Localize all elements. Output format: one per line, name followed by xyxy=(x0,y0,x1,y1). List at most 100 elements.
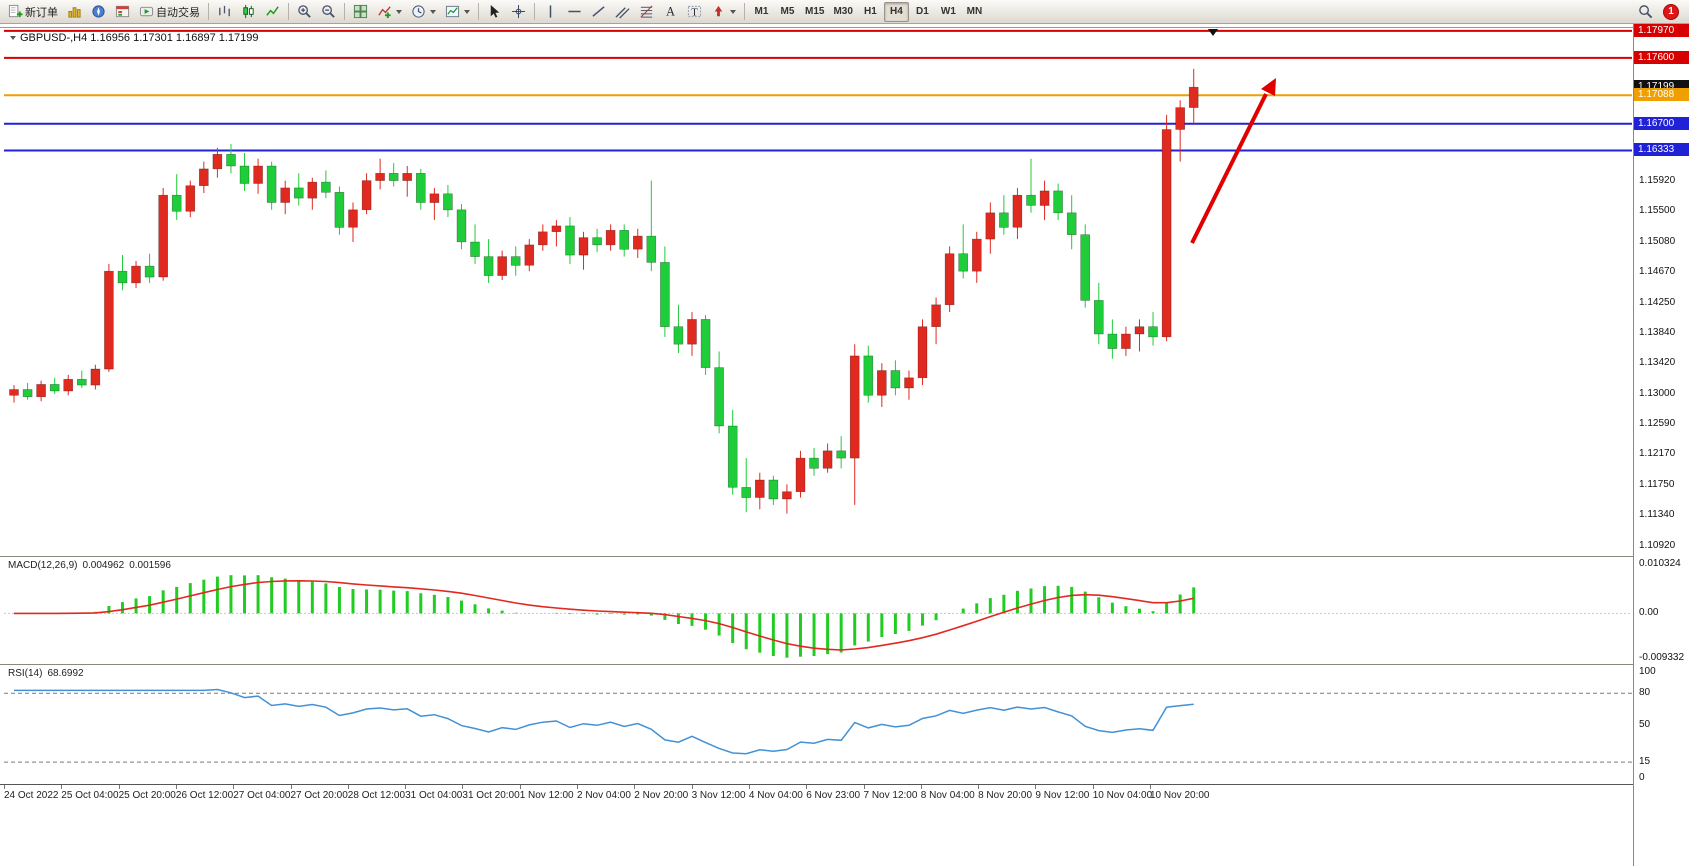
candle-body xyxy=(971,238,982,272)
search-button[interactable] xyxy=(1634,2,1657,22)
tile-windows-icon xyxy=(353,4,368,19)
toolbar-separator xyxy=(208,3,209,20)
time-axis: 24 Oct 2022 25 Oct 04:00 25 Oct 20:00 26 Oc… xyxy=(0,785,1633,807)
zoom-in-icon xyxy=(298,5,311,18)
fibonacci-button[interactable] xyxy=(635,2,658,22)
dropdown-caret-icon xyxy=(430,9,436,14)
timeframe-w1-button[interactable]: W1 xyxy=(940,6,956,17)
candle-body xyxy=(727,425,738,488)
candle-body xyxy=(1012,194,1023,228)
time-axis-tick xyxy=(1092,785,1094,789)
bar-chart-icon xyxy=(219,5,230,17)
candle-body xyxy=(9,389,19,396)
chart-bars-button[interactable] xyxy=(213,2,236,22)
macd-label: MACD(12,26,9) xyxy=(8,560,78,571)
candle-body xyxy=(334,192,345,228)
horizontal-line-button[interactable] xyxy=(563,2,586,22)
timeframe-m15-button[interactable]: M15 xyxy=(805,6,825,17)
rsi-panel-plot[interactable] xyxy=(4,666,1632,784)
candle-body xyxy=(619,230,630,250)
timeframe-h4-button[interactable]: H4 xyxy=(883,1,909,22)
terminal-button[interactable] xyxy=(111,2,134,22)
label-button[interactable]: T xyxy=(683,2,706,22)
trendline-button[interactable] xyxy=(587,2,610,22)
price-tag: 1.17970 xyxy=(1634,23,1689,37)
timeframe-h1-button[interactable]: H1 xyxy=(864,6,877,17)
candle-body xyxy=(999,212,1009,228)
candle-body xyxy=(795,457,806,493)
zoom-in-button[interactable] xyxy=(293,2,316,22)
arrows-button[interactable] xyxy=(707,2,740,22)
price-axis-label: 1.15080 xyxy=(1639,235,1676,247)
new-order-button[interactable]: 新订单 xyxy=(4,2,62,22)
symbol-info: GBPUSD-,H4 1.16956 1.17301 1.16897 1.171… xyxy=(8,32,259,44)
price-axis: 1.15920 1.15500 1.15080 1.14670 1.14250 1.138… xyxy=(1633,23,1689,866)
chart-line-button[interactable] xyxy=(261,2,284,22)
candle-body xyxy=(1188,86,1199,108)
vertical-line-button[interactable] xyxy=(539,2,562,22)
macd-signal-value: 0.001596 xyxy=(129,560,171,571)
zoom-out-button[interactable] xyxy=(317,2,340,22)
price-axis-label: 1.15920 xyxy=(1639,174,1676,186)
channel-button[interactable] xyxy=(611,2,634,22)
panel-resize-handle[interactable] xyxy=(0,556,1633,557)
chart-window[interactable]: GBPUSD-,H4 1.16956 1.17301 1.16897 1.171… xyxy=(0,23,1689,866)
timeframe-mn-button[interactable]: MN xyxy=(966,6,983,17)
time-axis-label: 27 Oct 20:00 xyxy=(290,790,348,801)
time-axis-tick xyxy=(61,785,63,789)
time-axis-tick xyxy=(920,785,922,789)
cursor-button[interactable] xyxy=(483,2,506,22)
candle-body xyxy=(375,173,385,181)
chart-candles-button[interactable] xyxy=(237,2,260,22)
toolbar-separator xyxy=(478,3,479,20)
market-watch-button[interactable] xyxy=(63,2,86,22)
candle-body xyxy=(171,194,182,212)
timeframe-d1-button[interactable]: D1 xyxy=(916,6,929,17)
macd-panel-plot[interactable] xyxy=(4,558,1632,664)
price-axis-label: 1.12590 xyxy=(1639,417,1676,429)
cursor-icon xyxy=(490,4,500,18)
time-axis-label: 31 Oct 04:00 xyxy=(405,790,463,801)
arrow-shape-icon xyxy=(714,5,723,17)
candle-body xyxy=(768,479,779,500)
candle-body xyxy=(361,180,372,211)
candle-body xyxy=(293,187,304,199)
time-axis-tick xyxy=(978,785,980,789)
rsi-axis-label: 15 xyxy=(1639,756,1651,768)
templates-button[interactable] xyxy=(441,2,474,22)
timeframe-m30-button[interactable]: M30 xyxy=(833,6,853,17)
tile-windows-button[interactable] xyxy=(349,2,372,22)
time-axis-label: 3 Nov 12:00 xyxy=(691,790,746,801)
chart-marker-icon xyxy=(1208,29,1218,36)
timeframe-m5-button[interactable]: M5 xyxy=(780,6,795,17)
candle-body xyxy=(1053,190,1063,214)
time-axis-label: 8 Nov 04:00 xyxy=(920,790,975,801)
candle-body xyxy=(537,231,548,246)
time-axis-tick xyxy=(118,785,120,789)
text-button[interactable]: A xyxy=(659,2,682,22)
periods-button[interactable] xyxy=(407,2,440,22)
candle-body xyxy=(1039,190,1050,206)
trend-arrow-object[interactable] xyxy=(1190,93,1268,244)
auto-trading-button[interactable]: 自动交易 xyxy=(135,2,204,22)
candle-body xyxy=(1066,212,1077,236)
toolbar-separator xyxy=(288,3,289,20)
panel-resize-handle[interactable] xyxy=(0,664,1633,665)
macd-main-value: 0.004962 xyxy=(82,560,125,571)
time-axis-label: 26 Oct 12:00 xyxy=(175,790,234,801)
time-axis-tick xyxy=(233,785,235,789)
candle-body xyxy=(849,355,860,459)
main-chart-plot[interactable] xyxy=(4,28,1632,556)
crosshair-button[interactable] xyxy=(507,2,530,22)
candle-body xyxy=(809,457,819,469)
auto-trading-label: 自动交易 xyxy=(156,6,200,19)
timeframe-m1-button[interactable]: M1 xyxy=(754,6,769,17)
indicators-button[interactable] xyxy=(373,2,406,22)
time-axis-tick xyxy=(577,785,578,789)
navigator-button[interactable] xyxy=(87,2,110,22)
toolbar-separator xyxy=(744,3,745,20)
crosshair-icon xyxy=(511,4,526,19)
zoom-out-icon xyxy=(322,5,335,18)
notification-badge[interactable]: 1 xyxy=(1663,3,1679,20)
candle-body xyxy=(1134,326,1145,335)
